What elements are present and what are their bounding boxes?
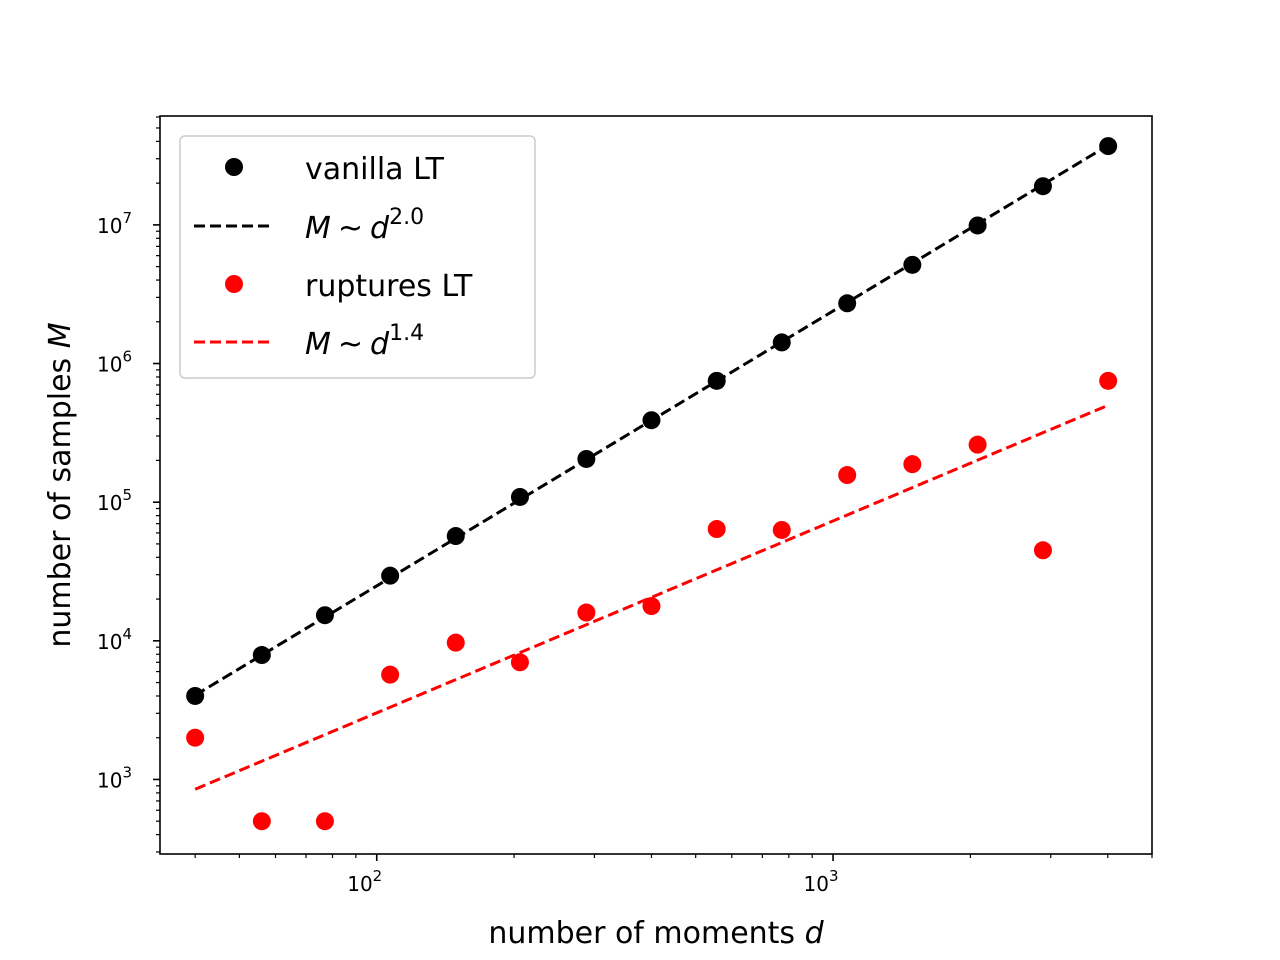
- chart-marks: [186, 137, 1118, 831]
- data-point-2-5: [510, 653, 529, 672]
- data-point-0-3: [381, 566, 400, 585]
- data-point-0-7: [642, 411, 661, 430]
- data-point-2-14: [1099, 371, 1118, 390]
- data-point-0-1: [252, 646, 271, 665]
- data-point-2-11: [903, 455, 922, 474]
- data-point-0-5: [510, 487, 529, 506]
- x-axis-label: number of moments d: [488, 916, 824, 951]
- y-tick-label-3: 106: [97, 348, 132, 377]
- data-point-0-14: [1099, 137, 1118, 156]
- data-point-0-0: [186, 686, 205, 705]
- y-axis-label: number of samples M: [43, 322, 78, 647]
- data-point-0-13: [1033, 177, 1052, 196]
- data-point-2-7: [642, 597, 661, 616]
- data-point-2-10: [838, 466, 857, 485]
- data-point-2-2: [315, 812, 334, 831]
- y-tick-label-1: 104: [97, 625, 132, 654]
- data-point-0-2: [315, 606, 334, 625]
- x-tick-label-1: 103: [804, 867, 839, 896]
- fit-line-3: [194, 403, 1109, 791]
- data-point-0-6: [577, 449, 596, 468]
- legend-label-ruptures: ruptures LT: [305, 269, 473, 304]
- data-point-2-6: [577, 603, 596, 622]
- data-point-2-12: [968, 435, 987, 454]
- data-point-2-4: [446, 633, 465, 652]
- data-point-0-4: [446, 527, 465, 546]
- data-point-2-1: [252, 812, 271, 831]
- plot-frame: [159, 115, 1153, 855]
- legend: vanilla LT M ~ d2.0 ruptures LT M ~ d1.4: [179, 135, 536, 379]
- legend-label-vanilla: vanilla LT: [305, 152, 445, 187]
- data-point-0-10: [838, 294, 857, 313]
- legend-label-fit-ruptures: M ~ d1.4: [305, 321, 424, 362]
- axis-ticks: 102 103 103 104 105 106 107: [97, 116, 1153, 896]
- legend-label-fit-vanilla: M ~ d2.0: [305, 205, 424, 246]
- data-point-2-3: [381, 665, 400, 684]
- y-tick-label-0: 103: [97, 763, 132, 792]
- data-point-0-8: [707, 371, 726, 390]
- data-point-2-9: [772, 520, 791, 539]
- data-point-0-9: [772, 333, 791, 352]
- x-tick-label-0: 102: [347, 867, 382, 896]
- data-point-2-13: [1033, 541, 1052, 560]
- data-point-2-8: [707, 520, 726, 539]
- y-tick-label-4: 107: [97, 209, 132, 238]
- data-point-2-0: [186, 728, 205, 747]
- data-point-0-12: [968, 216, 987, 235]
- data-point-0-11: [903, 255, 922, 274]
- legend-marker-ruptures: [225, 275, 243, 293]
- legend-marker-vanilla: [225, 158, 243, 176]
- y-tick-label-2: 105: [97, 486, 132, 515]
- legend-box: [179, 135, 536, 379]
